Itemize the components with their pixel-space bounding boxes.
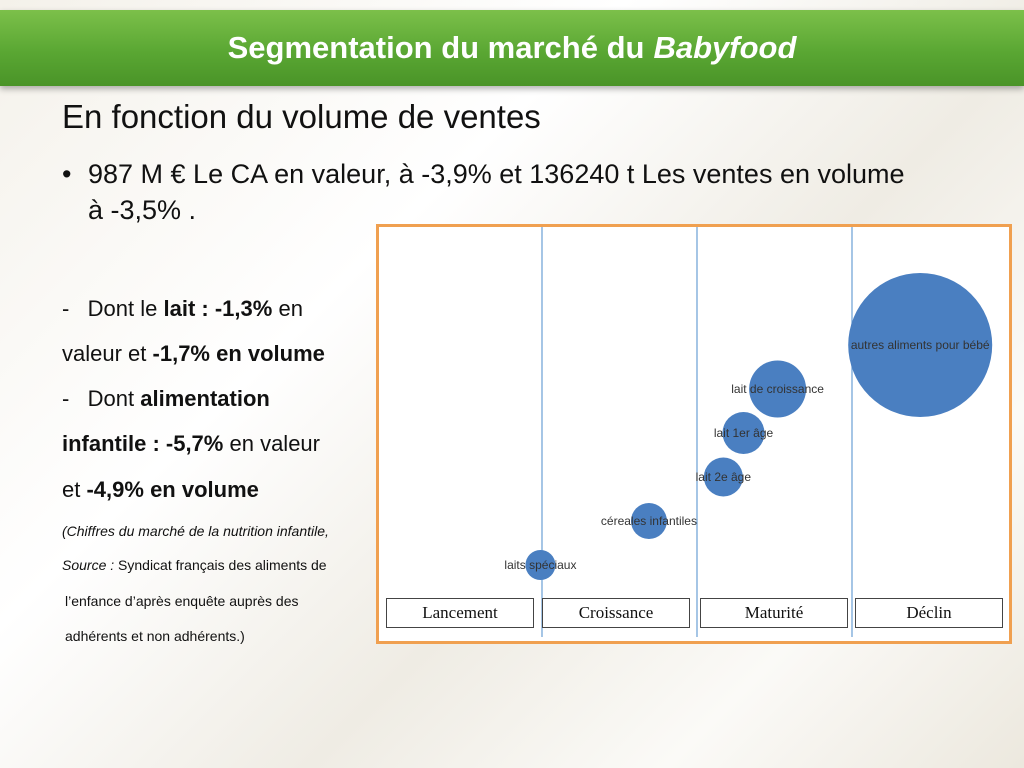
summary-bullet: • 987 M € Le CA en valeur, à -3,9% et 13…	[62, 156, 922, 228]
source-line-4: adhérents et non adhérents.)	[65, 628, 245, 644]
detail-bold: infantile : -5,7%	[62, 431, 224, 456]
source-line-3: l’enfance d’après enquête auprès des	[65, 593, 299, 609]
bubble-label: autres aliments pour bébé	[851, 338, 990, 352]
summary-text: 987 M € Le CA en valeur, à -3,9% et 1362…	[88, 159, 905, 225]
detail-text: en	[278, 296, 303, 321]
bubble-céreales-infantiles	[630, 503, 667, 539]
bubble-label: lait 1er âge	[714, 426, 774, 440]
phase-maturite: Maturité	[700, 598, 848, 628]
detail-line-2: valeur et -1,7% en volume	[62, 341, 325, 367]
slide-title: Segmentation du marché du Babyfood	[0, 10, 1024, 86]
detail-line-4: infantile : -5,7% en valeur	[62, 431, 320, 457]
phase-declin: Déclin	[855, 598, 1003, 628]
title-main: Segmentation du marché du	[227, 30, 645, 65]
bubble-label: céreales infantiles	[601, 514, 697, 528]
chart-canvas: laits spéciaux céreales infantiles lait 2e…	[504, 227, 993, 637]
dash-marker: -	[62, 386, 70, 411]
bubble-lait-2e-âge	[703, 457, 743, 497]
title-emphasis: Babyfood	[653, 30, 797, 65]
detail-text: Dont le	[87, 296, 158, 321]
bubble-autres-aliments-pour-bébé	[848, 273, 993, 417]
source-label: Source :	[62, 557, 115, 573]
bubble-label: lait de croissance	[731, 382, 824, 396]
bubble-label: laits spéciaux	[504, 558, 576, 572]
phase-croissance: Croissance	[542, 598, 690, 628]
detail-text: et	[62, 477, 81, 502]
detail-text: Dont	[87, 386, 135, 411]
bubble-laits-spéciaux	[525, 550, 556, 580]
detail-bold: lait : -1,3%	[163, 296, 273, 321]
phase-lancement: Lancement	[386, 598, 534, 628]
detail-line-5: et -4,9% en volume	[62, 477, 259, 503]
bullet-dot-icon: •	[62, 159, 72, 189]
source-line-2: Source : Syndicat français des aliments …	[62, 557, 327, 573]
source-text: Syndicat français des aliments de	[118, 557, 327, 573]
bubble-lait-1er-âge	[722, 412, 765, 454]
bubble-label: lait 2e âge	[696, 470, 752, 484]
lifecycle-chart: laits spéciaux céreales infantiles lait 2e…	[376, 224, 1012, 644]
detail-bold: -4,9% en volume	[86, 477, 259, 502]
detail-bold: alimentation	[140, 386, 270, 411]
section-heading: En fonction du volume de ventes	[62, 98, 541, 135]
detail-line-1: - Dont le lait : -1,3% en	[62, 296, 303, 322]
detail-line-3: - Dont alimentation	[62, 386, 270, 412]
detail-bold: -1,7% en volume	[152, 341, 325, 366]
detail-text: valeur et	[62, 341, 147, 366]
bubble-lait-de-croissance	[749, 360, 807, 418]
source-line-1: (Chiffres du marché de la nutrition infa…	[62, 523, 329, 539]
detail-text: en valeur	[229, 431, 320, 456]
dash-marker: -	[62, 296, 70, 321]
